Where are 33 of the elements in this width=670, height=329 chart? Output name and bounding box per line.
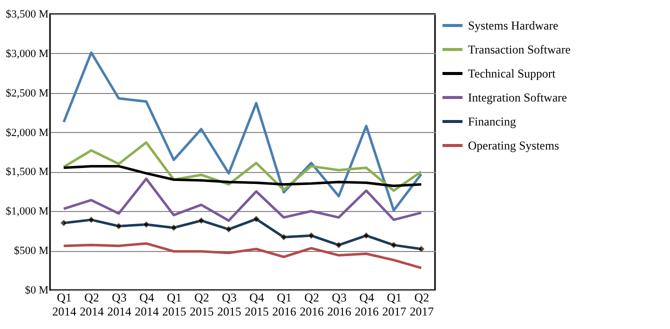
x-tick-label: Q1 2014 xyxy=(52,290,76,318)
line-series xyxy=(62,141,422,192)
legend-label: Operating Systems xyxy=(468,138,560,152)
y-tick-label: $2,000 M xyxy=(6,126,49,139)
x-tick-label: Q2 2015 xyxy=(190,290,214,318)
line-series xyxy=(62,178,422,222)
legend-label: Integration Software xyxy=(468,90,567,104)
y-tick-label: $500 M xyxy=(14,245,49,258)
x-tick-label: Q4 2015 xyxy=(244,290,269,318)
x-tick-label: Q2 2016 xyxy=(300,290,324,318)
y-tick-label: $3,500 M xyxy=(6,8,49,20)
y-tick-label: $3,000 M xyxy=(6,48,49,60)
legend-label: Financing xyxy=(468,114,516,128)
line-series xyxy=(62,242,422,270)
x-tick-label: Q1 2016 xyxy=(272,290,296,318)
x-tick-label: Q4 2016 xyxy=(354,290,379,318)
y-tick-label: $0 M xyxy=(24,284,49,296)
legend-label: Systems Hardware xyxy=(468,18,558,32)
x-tick-label: Q3 2015 xyxy=(217,290,242,318)
x-tick-label: Q3 2014 xyxy=(107,290,132,318)
x-tick-label: Q1 2017 xyxy=(382,290,406,318)
x-tick-label: Q2 2014 xyxy=(80,290,104,318)
x-tick-label: Q2 2017 xyxy=(410,290,434,318)
x-tick-label: Q3 2016 xyxy=(327,290,352,318)
line-series xyxy=(62,51,422,212)
y-tick-label: $2,500 M xyxy=(6,87,49,100)
x-tick-label: Q4 2014 xyxy=(134,290,159,318)
y-tick-label: $1,000 M xyxy=(6,206,49,218)
line-series xyxy=(62,164,422,188)
x-tick-label: Q1 2015 xyxy=(162,290,186,318)
legend-label: Technical Support xyxy=(468,66,556,80)
legend-label: Transaction Software xyxy=(468,42,571,56)
y-tick-label: $1,500 M xyxy=(6,166,49,178)
